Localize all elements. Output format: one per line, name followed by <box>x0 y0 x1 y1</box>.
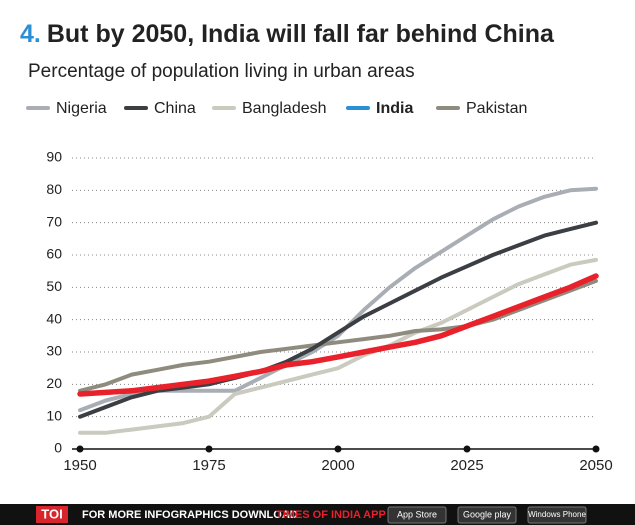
legend: Nigeria China Bangladesh India Pakistan <box>26 100 527 117</box>
x-tick-label: 1950 <box>63 457 96 474</box>
y-tick-label: 90 <box>46 149 62 165</box>
x-tick-label: 2050 <box>579 457 612 474</box>
chart-subtitle: Percentage of population living in urban… <box>28 61 415 82</box>
y-tick-label: 40 <box>46 310 62 326</box>
x-tick-dot <box>205 445 213 453</box>
legend-label: India <box>376 100 413 117</box>
y-tick-label: 60 <box>46 246 62 262</box>
legend-label: Nigeria <box>56 100 107 117</box>
x-tick-label: 2025 <box>450 457 483 474</box>
y-tick-label: 0 <box>54 440 62 456</box>
footer-app: TIMES OF INDIA APP <box>276 509 386 521</box>
y-tick-label: 50 <box>46 278 62 294</box>
badge <box>387 506 447 524</box>
x-tick-dot <box>76 445 84 453</box>
x-tick-label: 2000 <box>321 457 354 474</box>
chart-title: 4. But by 2050, India will fall far behin… <box>20 20 555 48</box>
y-tick-label: 30 <box>46 343 62 359</box>
plot-area: 0 10 20 30 40 50 60 70 80 90 1950 1975 2000 2025 2050 <box>46 149 612 474</box>
footer-text: FOR MORE INFOGRAPHICS DOWNLOAD <box>82 509 298 521</box>
title-text: But by 2050, India will fall far behind … <box>47 20 555 48</box>
badge <box>527 506 587 524</box>
x-tick-label: 1975 <box>192 457 225 474</box>
series-line <box>78 186 598 413</box>
footer-logo <box>36 506 68 523</box>
series-line <box>78 278 598 393</box>
legend-label: Bangladesh <box>242 100 327 117</box>
footer-brand: TOI <box>41 506 62 521</box>
badge-label: Windows Phone <box>528 510 586 519</box>
y-tick-label: 20 <box>46 375 62 391</box>
series-line <box>78 257 598 435</box>
x-tick-dot <box>463 445 471 453</box>
legend-label: Pakistan <box>466 100 527 117</box>
x-tick-dot <box>592 445 600 453</box>
badge-label: Google play <box>463 509 512 519</box>
badge <box>457 506 517 524</box>
legend-label: China <box>154 100 196 117</box>
y-tick-label: 70 <box>46 213 62 229</box>
y-tick-label: 10 <box>46 407 62 423</box>
title-number: 4. <box>20 20 41 48</box>
x-tick-dot <box>334 445 342 453</box>
badge-label: App Store <box>397 509 437 519</box>
y-tick-label: 80 <box>46 181 62 197</box>
series-line <box>78 220 598 419</box>
series-line <box>77 273 599 397</box>
